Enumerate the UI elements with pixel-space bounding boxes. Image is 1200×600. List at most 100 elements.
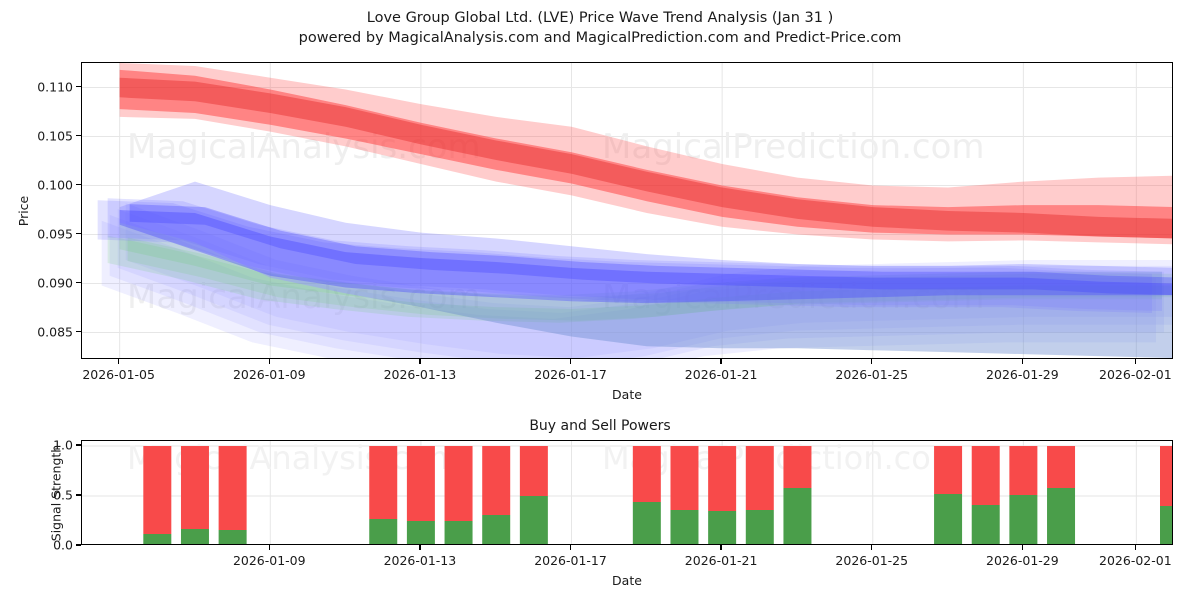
buy-power-bar [444,521,473,544]
signal-y-tick-label: 0.0 [53,537,73,553]
watermark-text: MagicalPrediction.com [602,277,985,317]
buy-haze-layer [101,220,1156,358]
signal-x-tick-label: 2026-01-29 [986,553,1059,568]
signal-x-tick-label: 2026-02-01 [1099,553,1172,568]
signal-chart-axes: MagicalAnalysis.com MagicalPrediction.com [81,440,1173,545]
buy-power-bar [1160,506,1172,544]
watermark-text: MagicalPrediction.com [602,441,962,477]
sell-power-bar [519,446,548,496]
price-y-tick-mark [76,85,81,88]
signal-x-tick-mark [569,545,572,550]
price-y-tick-mark [76,330,81,333]
sell-power-bar [745,446,774,510]
watermark-text: MagicalPrediction.com [602,127,985,167]
sell-power-bar [444,446,473,521]
sell-power-bar [1160,446,1172,506]
buy-power-bar [369,519,398,544]
price-chart-axes: MagicalAnalysis.com MagicalPrediction.com… [81,62,1173,359]
signal-x-tick-label: 2026-01-21 [684,553,758,568]
sell-power-bar [708,446,737,511]
buy-power-bar [1009,495,1038,544]
buy-band-echo [107,198,1162,311]
sell-band-outer [119,63,1172,245]
price-y-tick-mark [76,281,81,284]
signal-x-tick-label: 2026-01-25 [835,553,909,568]
signal-x-tick-mark [419,545,421,550]
price-x-tick-mark [118,359,120,364]
price-y-tick-label: 0.100 [37,177,73,193]
support-green-band [119,222,1172,358]
signal-x-tick-label: 2026-01-17 [534,553,607,568]
buy-power-bar [1047,488,1076,544]
watermark-text: MagicalAnalysis.com [127,277,481,317]
page-title: Love Group Global Ltd. (LVE) Price Wave … [366,10,834,26]
price-x-tick-mark [268,359,270,364]
buy-power-bar [783,488,812,544]
buy-power-bar [670,510,699,544]
buy-power-bar [218,530,247,544]
sell-band-inner [119,69,1172,239]
buy-haze-layer [125,203,1172,358]
sell-power-bar [971,446,1000,505]
price-x-tick-label: 2026-01-13 [383,367,457,382]
buy-power-bar [971,505,1000,544]
price-x-tick-label: 2026-01-21 [684,367,758,382]
price-y-tick-label: 0.090 [37,275,73,291]
signal-x-tick-label: 2026-01-13 [383,553,457,568]
signal-y-axis-title: Signal Strength [48,444,64,541]
sell-power-bar [406,446,435,521]
price-x-tick-label: 2026-01-09 [232,367,306,382]
buy-power-bar [745,510,774,544]
price-x-tick-mark [720,359,722,364]
sell-power-bar [632,446,661,502]
price-x-tick-label: 2026-01-29 [986,367,1059,382]
price-x-tick-label: 2026-02-01 [1099,367,1172,382]
price-wave-plot: MagicalAnalysis.com MagicalPrediction.com… [82,63,1172,358]
sell-power-bar [218,446,247,530]
signal-x-axis-title: Date [612,573,642,588]
buy-band-mid [119,210,1172,304]
buy-band-outer [119,181,1172,358]
signal-x-tick-mark [268,545,270,550]
buy-power-bar [406,521,435,544]
price-y-tick-label: 0.095 [37,226,73,242]
price-x-tick-mark [1134,359,1136,364]
sell-power-bar [1009,446,1038,495]
sell-power-bar [180,446,209,529]
buy-sell-powers-plot: MagicalAnalysis.com MagicalPrediction.com [82,441,1172,544]
sell-power-bar [369,446,398,519]
price-x-tick-mark [1021,359,1024,364]
price-y-tick-label: 0.085 [37,324,73,340]
signal-y-tick-mark [76,444,81,446]
signal-x-tick-mark [1134,545,1136,550]
price-y-tick-mark [76,183,81,186]
price-x-tick-label: 2026-01-17 [534,367,607,382]
price-y-tick-label: 0.110 [37,79,73,94]
signal-x-tick-mark [871,545,873,550]
signal-y-tick-label: 0.5 [53,487,73,503]
sell-power-bar [482,446,511,515]
price-x-tick-label: 2026-01-25 [835,367,909,382]
sell-power-bar [783,446,812,488]
signal-y-tick-mark [76,494,81,496]
signal-y-tick-label: 1.0 [53,437,73,453]
sell-band-core [119,77,1172,239]
signal-x-tick-mark [720,545,722,550]
support-green-haze [107,235,1162,323]
buy-haze-layer [117,209,1172,358]
price-x-tick-label: 2026-01-05 [82,367,155,382]
price-y-axis-title: Price [15,195,31,226]
buy-power-bar [482,515,511,544]
signal-x-tick-mark [1021,545,1024,550]
buy-power-bar [934,494,963,544]
sell-power-bar [670,446,699,510]
price-x-axis-title: Date [612,387,642,402]
buy-power-bar [143,534,172,544]
buy-band-core [129,204,1172,295]
buy-power-bar [519,496,548,544]
price-y-tick-mark [76,232,81,235]
sell-power-bar [1047,446,1076,488]
price-y-tick-label: 0.105 [37,128,73,143]
price-x-tick-mark [871,359,873,364]
